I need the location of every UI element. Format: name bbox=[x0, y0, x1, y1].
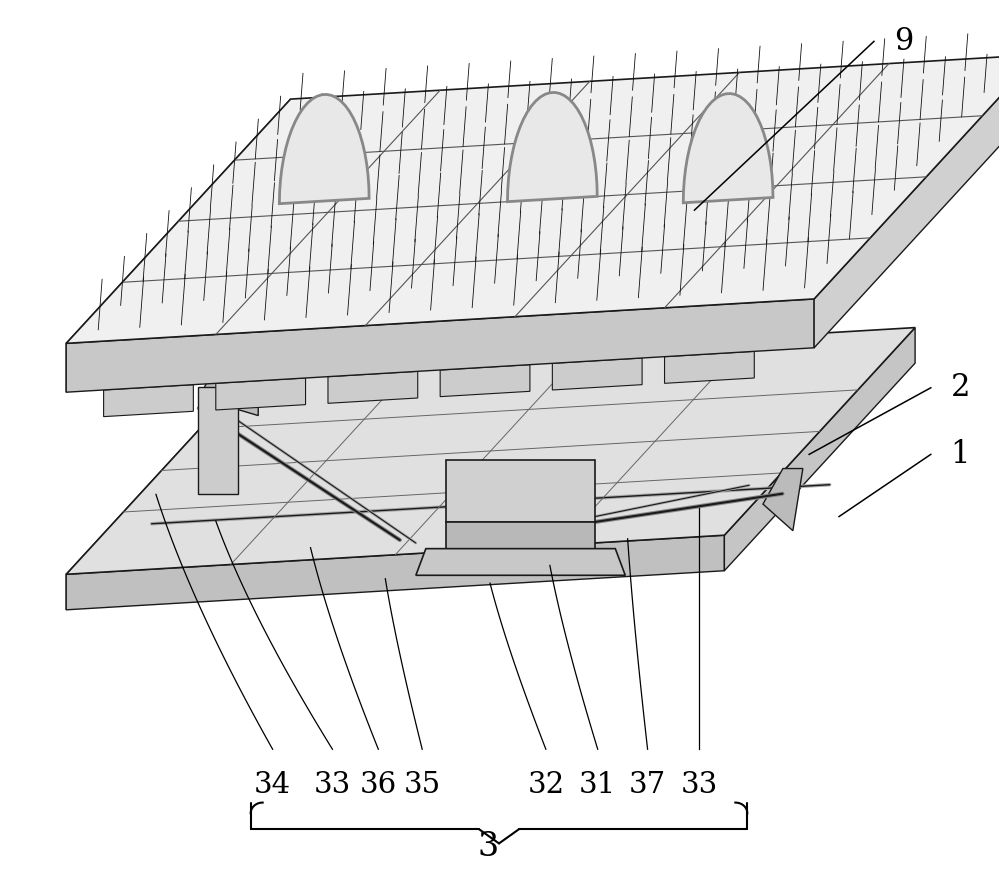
Text: 9: 9 bbox=[894, 26, 913, 57]
Polygon shape bbox=[198, 388, 238, 494]
Text: 33: 33 bbox=[314, 771, 351, 799]
Polygon shape bbox=[216, 378, 306, 410]
Text: 37: 37 bbox=[629, 771, 666, 799]
Polygon shape bbox=[683, 94, 773, 203]
Polygon shape bbox=[279, 94, 369, 204]
Polygon shape bbox=[446, 522, 595, 549]
Polygon shape bbox=[507, 93, 597, 201]
Text: 31: 31 bbox=[579, 771, 616, 799]
Polygon shape bbox=[66, 535, 724, 609]
Polygon shape bbox=[665, 351, 754, 383]
Text: 36: 36 bbox=[360, 771, 397, 799]
Polygon shape bbox=[66, 328, 915, 575]
Polygon shape bbox=[440, 364, 530, 396]
Text: 32: 32 bbox=[527, 771, 564, 799]
Polygon shape bbox=[446, 460, 595, 522]
Text: 3: 3 bbox=[477, 831, 499, 863]
Polygon shape bbox=[552, 358, 642, 390]
Polygon shape bbox=[66, 54, 1000, 343]
Polygon shape bbox=[66, 299, 814, 392]
Polygon shape bbox=[66, 99, 291, 392]
Polygon shape bbox=[724, 328, 915, 571]
Polygon shape bbox=[66, 367, 257, 609]
Polygon shape bbox=[198, 363, 258, 415]
Text: 33: 33 bbox=[681, 771, 718, 799]
Polygon shape bbox=[328, 372, 418, 404]
Polygon shape bbox=[416, 549, 625, 576]
Text: 35: 35 bbox=[404, 771, 441, 799]
Polygon shape bbox=[814, 54, 1000, 347]
Polygon shape bbox=[763, 469, 803, 531]
Text: 2: 2 bbox=[951, 372, 970, 404]
Text: 1: 1 bbox=[951, 439, 970, 470]
Polygon shape bbox=[104, 385, 193, 417]
Text: 34: 34 bbox=[254, 771, 291, 799]
